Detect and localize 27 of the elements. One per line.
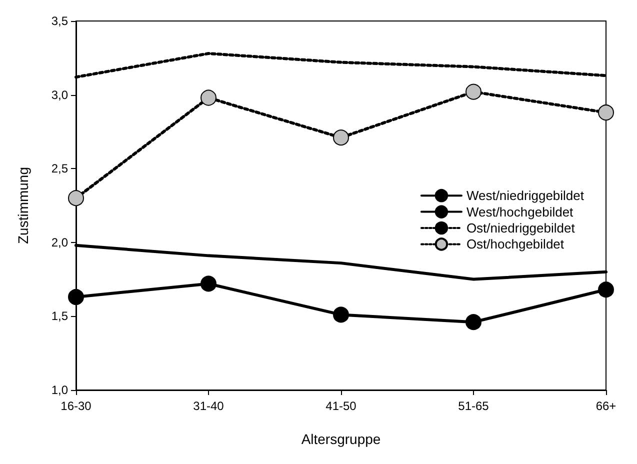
legend-label: Ost/hochgebildet <box>466 236 564 252</box>
legend-label: West/niedriggebildet <box>466 188 584 204</box>
point <box>68 190 84 206</box>
y-tick-label: 2,0 <box>51 235 68 250</box>
point <box>333 130 349 146</box>
point <box>333 306 349 323</box>
y-tick-label: 3,0 <box>51 88 68 102</box>
y-tick-label: 2,5 <box>51 162 68 176</box>
point <box>598 282 614 298</box>
x-tick-label: 66+ <box>596 399 616 413</box>
y-axis-title: Zustimmung <box>15 166 31 244</box>
x-tick-label: 41-50 <box>326 399 357 413</box>
y-tick-label: 1,0 <box>51 383 68 397</box>
x-tick-label: 51-65 <box>458 399 490 413</box>
legend-label: Ost/niedriggebildet <box>466 220 576 236</box>
point <box>200 276 216 292</box>
legend-label: West/hochgebildet <box>466 204 574 220</box>
x-tick-label: 16-30 <box>60 399 92 413</box>
x-tick-label: 31-40 <box>193 399 224 413</box>
point <box>200 90 216 106</box>
x-axis-title: Altersgruppe <box>301 431 381 447</box>
y-tick-label: 3,5 <box>51 14 68 28</box>
point <box>466 314 482 330</box>
y-tick-label: 1,5 <box>51 309 68 324</box>
point <box>598 104 614 121</box>
point <box>68 289 84 306</box>
point <box>466 84 482 100</box>
